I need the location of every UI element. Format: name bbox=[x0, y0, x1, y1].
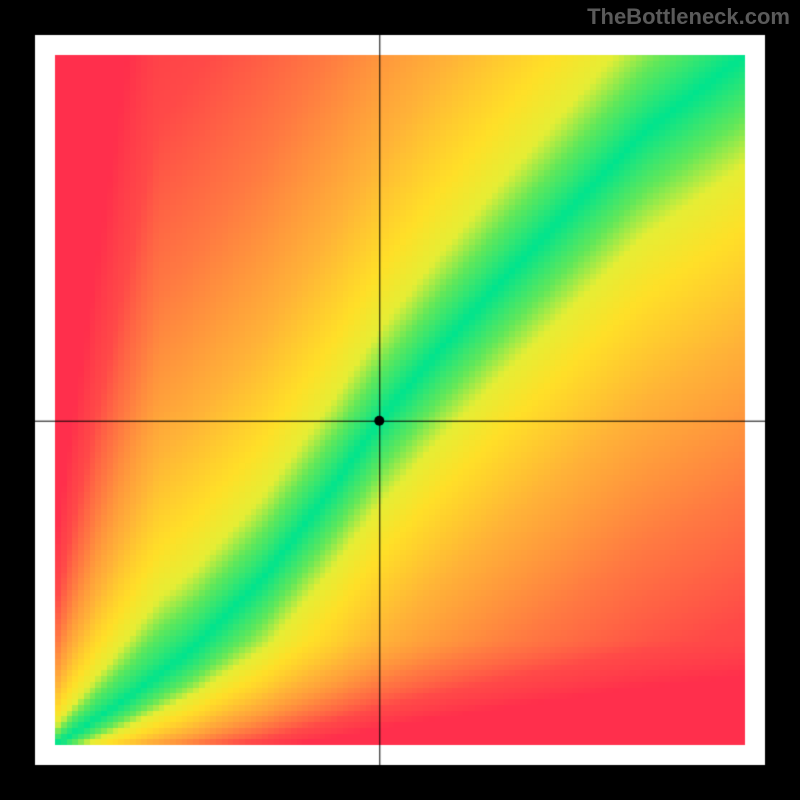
bottleneck-heatmap bbox=[0, 0, 800, 800]
watermark-label: TheBottleneck.com bbox=[587, 4, 790, 30]
chart-container: TheBottleneck.com bbox=[0, 0, 800, 800]
